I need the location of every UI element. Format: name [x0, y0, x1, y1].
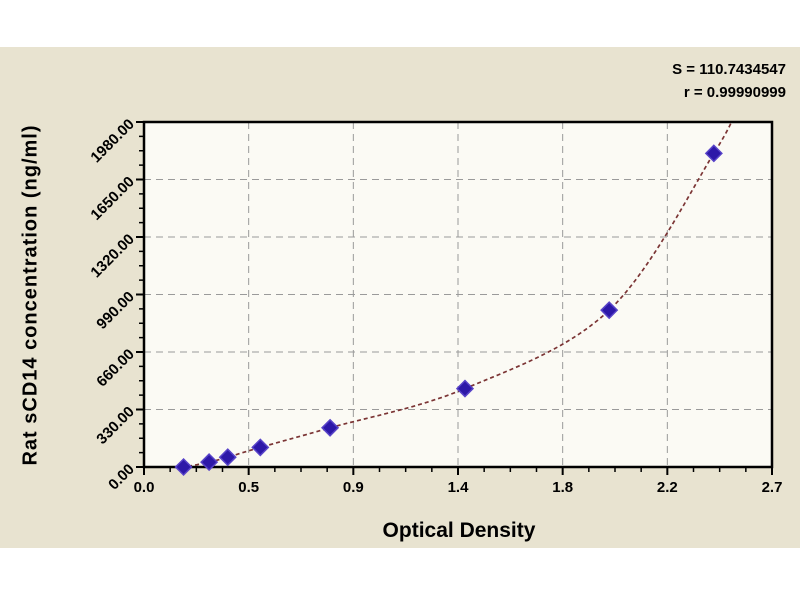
x-tick-label: 2.2 — [657, 479, 678, 496]
data-point-marker — [600, 301, 619, 320]
data-point-marker — [174, 457, 193, 477]
data-point-marker — [455, 379, 475, 398]
x-tick-label: 0.9 — [343, 479, 364, 496]
fit-correlation-value: r = 0.99990999 — [683, 84, 786, 101]
x-axis-title: Optical Density — [382, 519, 536, 542]
fit-statistics: S = 110.7434547 r = 0.99990999 — [672, 58, 786, 104]
y-axis-title: Rat sCD14 concentration (ng/ml) — [19, 124, 42, 466]
data-point-marker — [704, 144, 723, 163]
x-tick-label: 0.0 — [134, 479, 155, 496]
data-point-marker — [218, 448, 237, 467]
x-tick-label: 2.7 — [762, 479, 783, 496]
axis-ticks — [136, 121, 773, 475]
data-points — [174, 144, 723, 477]
fit-standard-error-value: S = 110.7434547 — [672, 61, 786, 78]
x-tick-label: 1.4 — [448, 479, 470, 496]
x-tick-label: 1.8 — [552, 479, 573, 496]
data-point-marker — [200, 453, 219, 472]
gridlines — [144, 122, 772, 467]
data-point-marker — [251, 438, 270, 457]
data-point-marker — [321, 418, 340, 437]
x-tick-label: 0.5 — [238, 479, 259, 496]
